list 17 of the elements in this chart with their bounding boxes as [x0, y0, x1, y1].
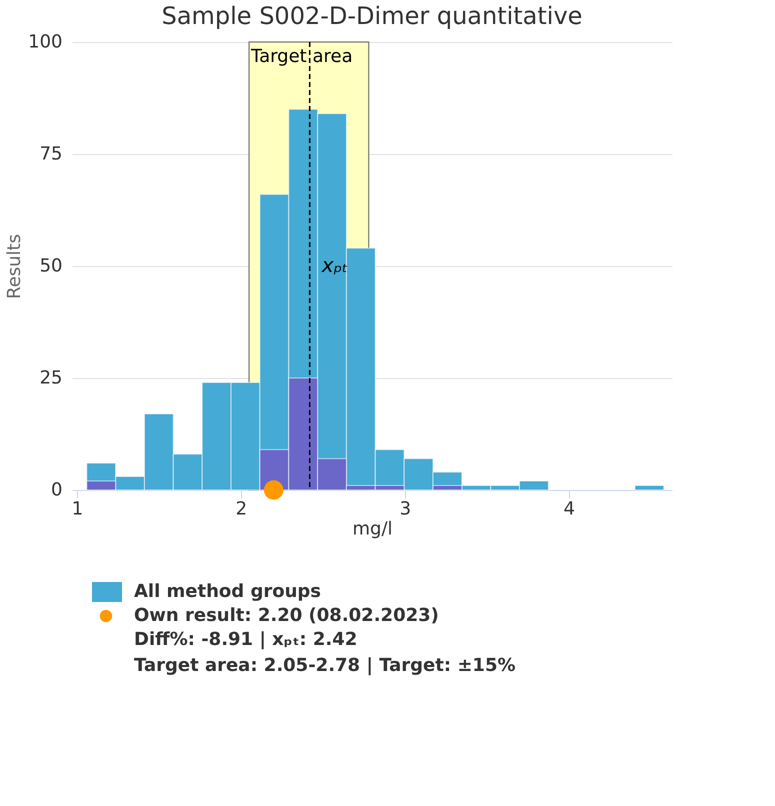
y-tick-label: 100 — [28, 32, 62, 52]
x-tick-label: 4 — [563, 498, 575, 520]
chart-title: Sample S002-D-Dimer quantitative — [162, 2, 582, 30]
y-axis-title: Results — [4, 234, 26, 299]
text: Target area: 2.05-2.78 | Target: ±15% — [134, 655, 516, 676]
x-tick-label: 1 — [72, 498, 84, 520]
x-axis-title: mg/l — [352, 518, 393, 540]
y-tick-label: 50 — [40, 256, 62, 276]
legend-label: Own result: 2.20 (08.02.2023) — [134, 605, 439, 626]
text: Diff%: -8.91 | xₚₜ: 2.42 — [134, 629, 358, 650]
y-tick-label: 0 — [51, 480, 62, 500]
x-tick-label: 2 — [236, 498, 248, 520]
band-label: Target area — [250, 46, 353, 67]
y-tick-label: 25 — [40, 368, 62, 388]
legend-label: All method groups — [134, 581, 321, 602]
y-tick-label: 75 — [40, 144, 62, 164]
x-tick-label: 3 — [400, 498, 412, 520]
